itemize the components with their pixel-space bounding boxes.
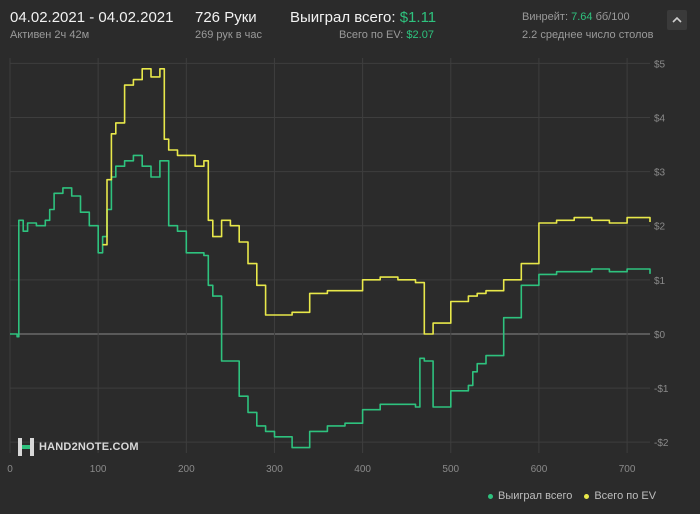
x-tick-label: 100 [90,464,107,475]
x-tick-label: 700 [619,464,636,475]
x-tick-label: 0 [7,464,13,475]
x-tick-label: 400 [354,464,371,475]
collapse-button[interactable] [667,10,687,30]
won-total: Выиграл всего: $1.11 [290,9,436,26]
ev-total: Всего по EV: $2.07 [339,29,434,41]
legend-item-won[interactable]: Выиграл всего [488,490,572,502]
x-tick-label: 500 [442,464,459,475]
hands-count: 726 Руки [195,9,257,26]
winrate-scale: бб/100 [595,11,630,23]
y-tick-label: -$2 [654,438,669,449]
won-total-value: $1.11 [399,9,437,26]
chevron-up-icon [672,16,682,23]
chart-grid [9,58,650,453]
series-line-won [10,154,651,449]
ev-total-value: $2.07 [406,29,434,41]
y-tick-label: -$1 [654,384,669,395]
y-tick-label: $0 [654,330,666,341]
y-tick-label: $4 [654,114,666,125]
legend-dot-won [488,493,493,499]
legend-dot-ev [584,493,590,499]
profit-chart: $5 $4 $3 $2 $1 $0 -$1 -$2 0 100 200 300 400 500 600 700 [7,58,669,475]
series-line-ev [102,68,651,335]
hand2note-logo-text: HAND2NOTE.COM [39,441,139,453]
hand2note-logo-icon [18,438,34,456]
y-tick-label: $3 [654,168,666,179]
legend-label-won: Выиграл всего [498,490,573,502]
winrate-label: Винрейт: [522,11,569,23]
x-tick-label: 600 [531,464,548,475]
legend-item-ev[interactable]: Всего по EV [584,490,656,502]
winrate-value: 7.64 [571,11,593,23]
hands-per-hour: 269 рук в час [195,29,263,41]
hand2note-logo: HAND2NOTE.COM [18,438,139,456]
winrate: Винрейт: 7.64 бб/100 [522,11,630,23]
y-tick-label: $2 [654,222,666,233]
date-range: 04.02.2021 - 04.02.2021 [10,9,174,26]
x-tick-label: 300 [266,464,283,475]
y-tick-label: $1 [654,276,666,287]
legend-label-ev: Всего по EV [594,490,657,502]
active-time: Активен 2ч 42м [10,29,90,41]
y-tick-label: $5 [654,59,666,70]
chart-axes: $5 $4 $3 $2 $1 $0 -$1 -$2 0 100 200 300 400 500 600 700 [7,59,669,475]
avg-tables: 2.2 среднее число столов [522,29,654,41]
chart-legend: Выиграл всего Всего по EV [488,490,668,502]
chart-series [10,68,651,449]
x-tick-label: 200 [178,464,195,475]
won-total-label: Выиграл всего: [290,9,396,26]
ev-total-label: Всего по EV: [339,29,404,41]
